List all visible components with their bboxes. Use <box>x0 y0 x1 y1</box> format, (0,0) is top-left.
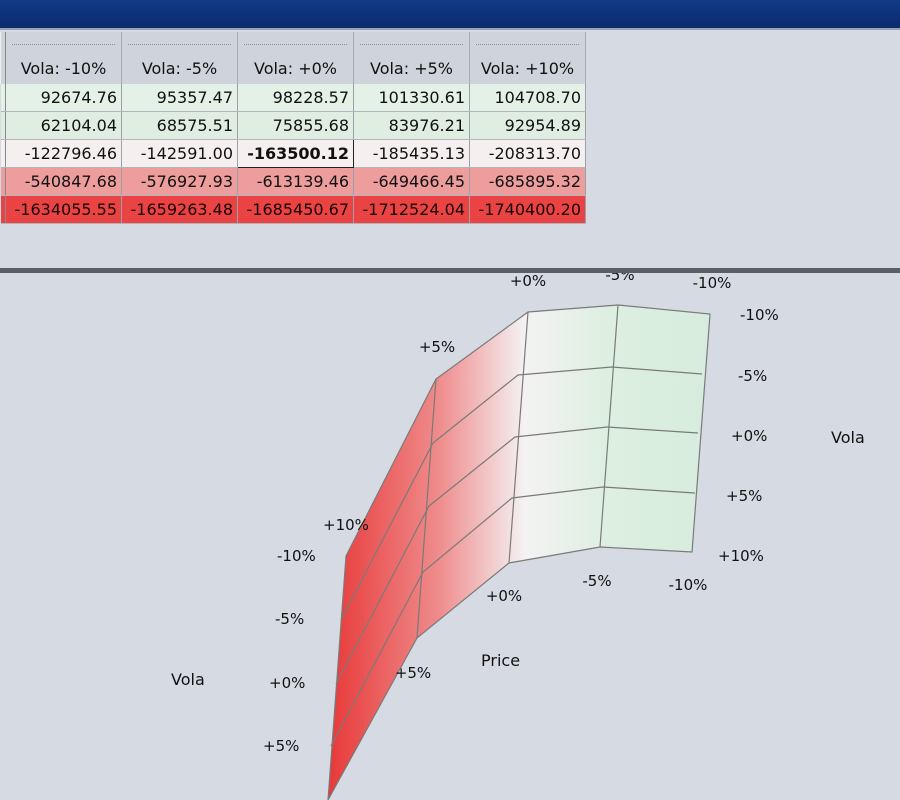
table-cell[interactable]: -122796.46 <box>5 139 122 168</box>
table-cell[interactable]: 92954.89 <box>469 111 586 140</box>
table-cell[interactable]: -540847.68 <box>5 167 122 196</box>
mesh-line <box>330 486 696 747</box>
right-vola-tick: +5% <box>726 487 762 505</box>
mesh-line <box>340 366 703 621</box>
table-header-row: Vola: -10% Vola: -5% Vola: +0% Vola: +5%… <box>0 32 586 84</box>
column-header-vola-0[interactable]: Vola: +0% <box>237 32 354 84</box>
top-price-tick: -10% <box>693 274 732 292</box>
table-cell[interactable]: 92674.76 <box>5 84 122 112</box>
column-header-vola-plus-5[interactable]: Vola: +5% <box>353 32 470 84</box>
left-vola-tick: -5% <box>275 610 304 628</box>
table-cell[interactable]: -613139.46 <box>237 167 354 196</box>
left-vola-axis-title: Vola <box>171 670 205 689</box>
top-price-tick: -5% <box>605 273 634 284</box>
mesh-line <box>416 378 437 639</box>
table-cell[interactable]: -1740400.20 <box>469 195 586 224</box>
column-header-vola-minus-10[interactable]: Vola: -10% <box>5 32 122 84</box>
table-cell[interactable]: 68575.51 <box>121 111 238 140</box>
row-header[interactable] <box>0 139 6 168</box>
table-cell[interactable]: -1634055.55 <box>5 195 122 224</box>
row-header[interactable] <box>0 111 6 140</box>
right-vola-tick: +0% <box>731 427 767 445</box>
surface-chart-panel[interactable]: +5% +0% -5% -10% -10% -5% +0% +5% +10% V… <box>0 273 900 800</box>
surface-face <box>327 304 711 800</box>
column-header-vola-plus-10[interactable]: Vola: +10% <box>469 32 586 84</box>
column-header-vola-minus-5[interactable]: Vola: -5% <box>121 32 238 84</box>
selected-table-cell[interactable]: -163500.12 <box>237 139 354 168</box>
top-price-tick: +0% <box>510 273 546 290</box>
table-cell[interactable]: -685895.32 <box>469 167 586 196</box>
table-cell[interactable]: -142591.00 <box>121 139 238 168</box>
row-header[interactable] <box>0 84 6 112</box>
table-row[interactable]: -540847.68 -576927.93 -613139.46 -649466… <box>0 167 586 196</box>
table-row[interactable]: -122796.46 -142591.00 -163500.12 -185435… <box>0 139 586 168</box>
table-cell[interactable]: -1659263.48 <box>121 195 238 224</box>
front-price-tick: -10% <box>669 576 708 594</box>
right-vola-tick: +10% <box>718 547 764 565</box>
left-vola-tick: +0% <box>269 674 305 692</box>
mesh-line <box>335 426 699 685</box>
table-cell[interactable]: -185435.13 <box>353 139 470 168</box>
left-vola-tick: +5% <box>263 737 299 755</box>
table-cell[interactable]: 101330.61 <box>353 84 470 112</box>
table-cell[interactable]: -1712524.04 <box>353 195 470 224</box>
table-row[interactable]: 92674.76 95357.47 98228.57 101330.61 104… <box>0 84 586 112</box>
table-cell[interactable]: -208313.70 <box>469 139 586 168</box>
title-bar-divider <box>0 28 900 30</box>
row-header[interactable] <box>0 167 6 196</box>
table-cell[interactable]: 75855.68 <box>237 111 354 140</box>
surface-chart[interactable]: +5% +0% -5% -10% -10% -5% +0% +5% +10% V… <box>0 273 900 800</box>
scenario-table-panel: Vola: -10% Vola: -5% Vola: +0% Vola: +5%… <box>0 30 900 268</box>
table-cell[interactable]: 98228.57 <box>237 84 354 112</box>
front-price-tick: +0% <box>486 587 522 605</box>
front-price-tick: +5% <box>395 664 431 682</box>
table-cell[interactable]: -576927.93 <box>121 167 238 196</box>
right-vola-tick: -10% <box>740 306 779 324</box>
panel-splitter[interactable] <box>0 268 900 273</box>
table-cell[interactable]: 83976.21 <box>353 111 470 140</box>
right-vola-axis-title: Vola <box>831 428 865 447</box>
left-vola-tick: -10% <box>277 547 316 565</box>
top-price-tick: +5% <box>419 338 455 356</box>
window-title-bar <box>0 0 900 28</box>
mesh-line <box>508 311 529 564</box>
front-price-tick: +10% <box>323 516 369 534</box>
table-cell[interactable]: 62104.04 <box>5 111 122 140</box>
table-cell[interactable]: -649466.45 <box>353 167 470 196</box>
right-vola-tick: -5% <box>738 367 767 385</box>
table-cell[interactable]: -1685450.67 <box>237 195 354 224</box>
table-cell[interactable]: 104708.70 <box>469 84 586 112</box>
front-price-tick: -5% <box>582 572 611 590</box>
scenario-table: Vola: -10% Vola: -5% Vola: +0% Vola: +5%… <box>0 32 586 224</box>
table-cell[interactable]: 95357.47 <box>121 84 238 112</box>
row-header[interactable] <box>0 195 6 224</box>
table-row[interactable]: -1634055.55 -1659263.48 -1685450.67 -171… <box>0 195 586 224</box>
table-row[interactable]: 62104.04 68575.51 75855.68 83976.21 9295… <box>0 111 586 140</box>
mesh-line <box>599 304 619 548</box>
surface-mesh <box>327 304 711 800</box>
price-axis-title: Price <box>481 651 520 670</box>
